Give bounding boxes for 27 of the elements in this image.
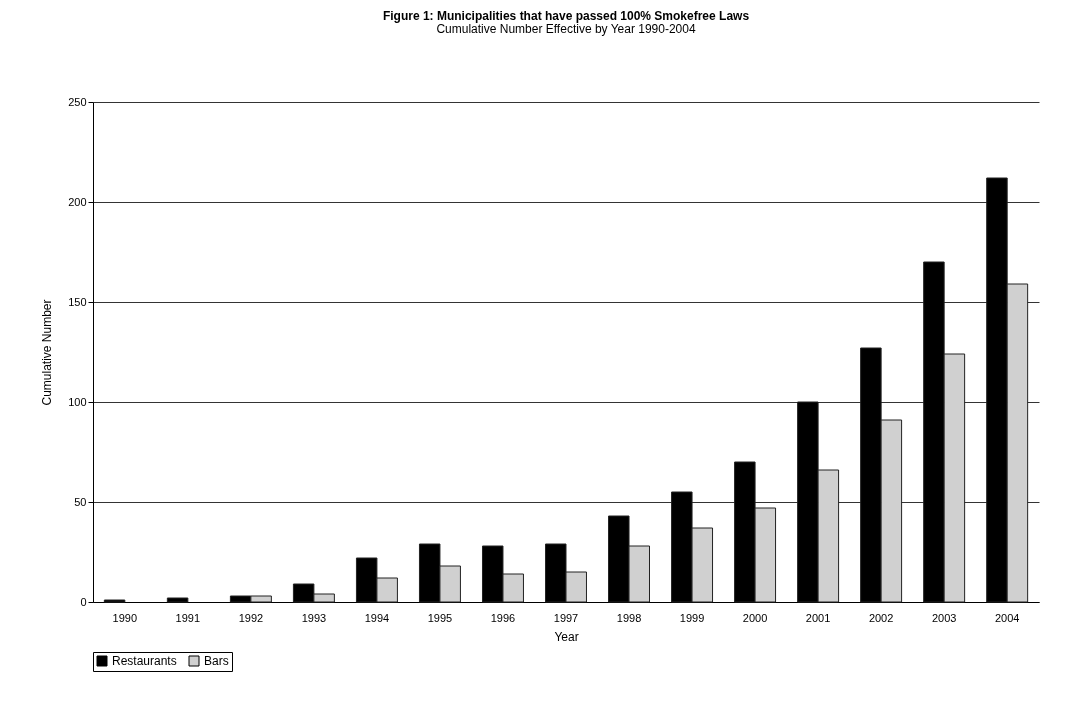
x-tick-label: 1990 [112,611,138,624]
y-tick-label: 50 [74,495,87,508]
y-axis-title: Cumulative Number [40,299,55,406]
x-tick-label: 2002 [868,611,894,624]
x-tick-label: 2004 [994,611,1020,624]
chart-title: Figure 1: Municipalities that have passed 100% Smokefree Laws [382,9,750,23]
chart-subtitle: Cumulative Number Effective by Year 1990-2004 [436,22,696,36]
x-tick-label: 2003 [931,611,957,624]
x-tick-label: 1998 [616,611,642,624]
y-tick-label: 150 [68,295,87,308]
x-tick-label: 1992 [238,611,264,624]
x-tick-label: 1997 [553,611,579,624]
y-tick-label: 100 [68,395,87,408]
x-tick-label: 2000 [742,611,768,624]
x-tick-label: 1996 [490,611,516,624]
x-tick-label: 1994 [364,611,390,624]
x-tick-label: 1993 [301,611,327,624]
x-tick-label: 1991 [175,611,201,624]
legend-label: Restaurants [112,654,177,668]
y-tick-label: 250 [68,95,87,108]
y-tick-label: 200 [68,195,87,208]
x-axis-title: Year [554,629,579,644]
x-tick-label: 2001 [805,611,831,624]
x-tick-label: 1995 [427,611,453,624]
legend-label: Bars [204,654,229,668]
y-tick-label: 0 [80,595,87,608]
x-tick-label: 1999 [679,611,705,624]
